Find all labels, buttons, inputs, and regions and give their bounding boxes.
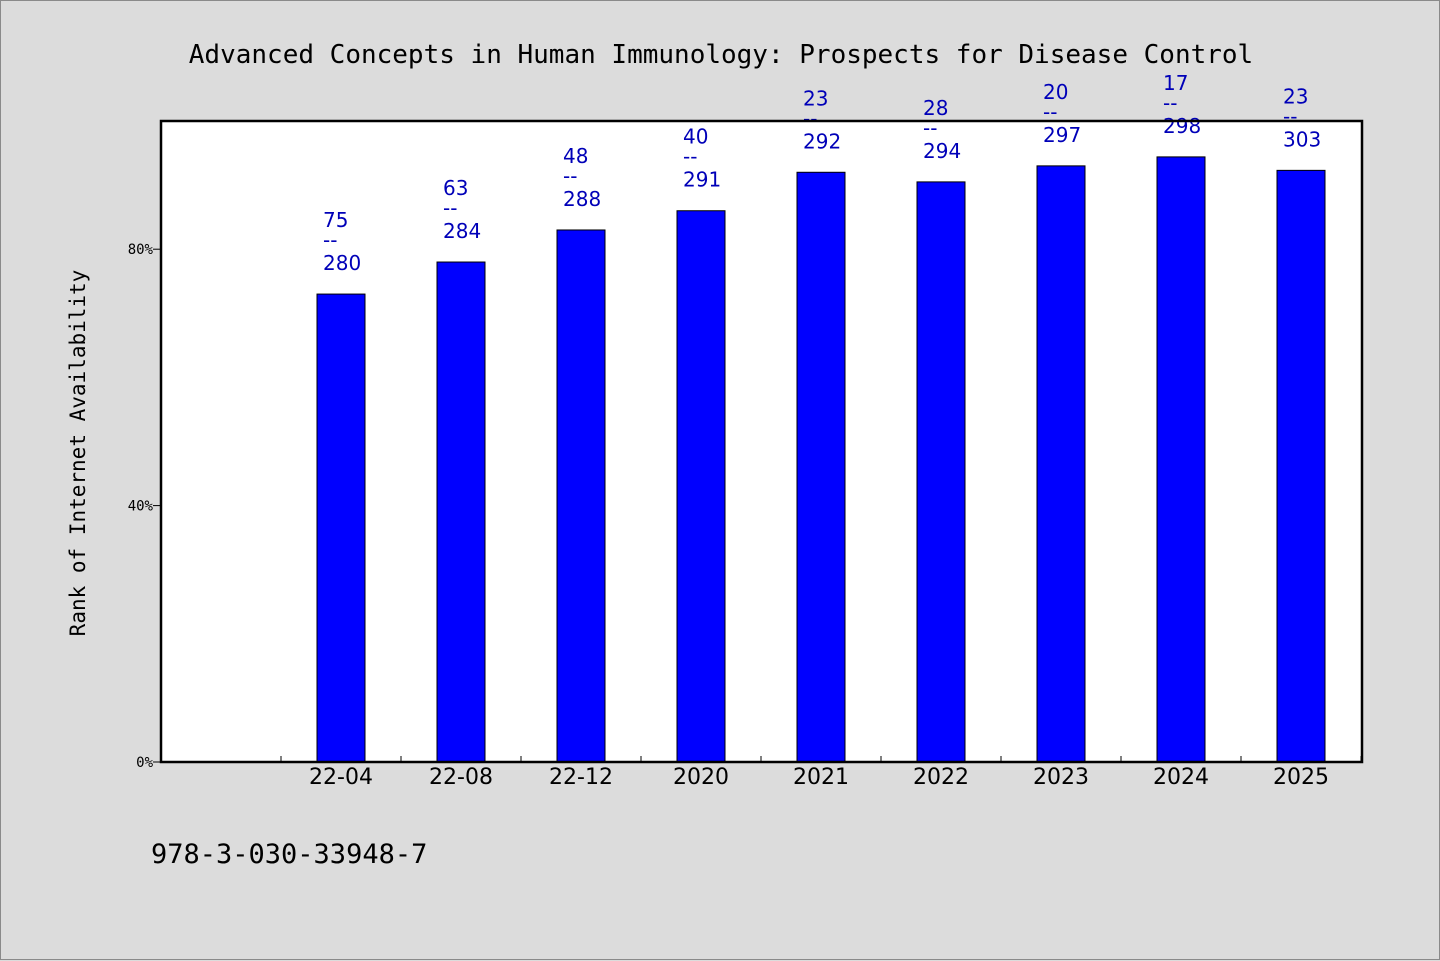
x-tick-label: 22-04	[309, 765, 373, 790]
data-label-bottom: 297	[1043, 123, 1081, 147]
bar-22-12	[556, 229, 606, 763]
data-label-bottom: 280	[323, 251, 361, 275]
data-label-top: 63	[443, 176, 468, 200]
bar-22-04	[316, 293, 366, 763]
data-label-separator: --	[443, 196, 457, 220]
bar-2023	[1036, 165, 1086, 763]
isbn-footer: 978-3-030-33948-7	[151, 839, 427, 870]
bar-2025	[1276, 169, 1326, 763]
data-label-bottom: 291	[683, 168, 721, 192]
bars-layer	[316, 156, 1326, 763]
bar-2024	[1156, 156, 1206, 763]
data-label-top: 48	[563, 144, 588, 168]
x-tick-label: 22-12	[549, 765, 613, 790]
data-label-bottom: 288	[563, 187, 601, 211]
x-tick-label: 2023	[1033, 765, 1089, 790]
data-label-top: 28	[923, 96, 948, 120]
data-label-bottom: 303	[1283, 127, 1321, 151]
data-label-top: 23	[803, 86, 828, 110]
bar-22-08	[436, 261, 486, 763]
x-tick-label: 22-08	[429, 765, 493, 790]
chart-title: Advanced Concepts in Human Immunology: P…	[189, 40, 1253, 70]
data-label-separator: --	[323, 228, 337, 252]
x-tick-label: 2024	[1153, 765, 1209, 790]
x-axis: 22-04 22-08 22-12 2020 2021 2022 2023 2024 2025	[280, 756, 1362, 790]
y-tick-label: 40%	[128, 499, 154, 515]
y-tick-label: 80%	[128, 242, 154, 258]
bar-2021	[796, 171, 846, 763]
x-tick-label: 2025	[1273, 765, 1329, 790]
data-label-separator: --	[1043, 100, 1057, 124]
y-tick-label: 0%	[136, 755, 153, 771]
data-label-top: 75	[323, 208, 348, 232]
x-tick-label: 2022	[913, 765, 969, 790]
y-axis-label: Rank of Internet Availability	[66, 270, 90, 637]
data-label-top: 40	[683, 125, 708, 149]
data-label-bottom: 284	[443, 219, 481, 243]
data-label-top: 23	[1283, 84, 1308, 108]
plot-frame	[159, 119, 1364, 764]
data-label-separator: --	[923, 116, 937, 140]
bar-2022	[916, 181, 966, 763]
data-label-bottom: 294	[923, 139, 961, 163]
x-tick-label: 2021	[793, 765, 849, 790]
data-label-separator: --	[803, 106, 817, 130]
data-label-bottom: 298	[1163, 114, 1201, 138]
data-label-separator: --	[683, 145, 697, 169]
data-label-top: 20	[1043, 80, 1068, 104]
bar-2020	[676, 210, 726, 763]
y-axis: 0% 40% 80%	[128, 242, 161, 771]
data-label-bottom: 292	[803, 129, 841, 153]
data-label-separator: --	[1163, 91, 1177, 115]
data-labels-layer: 75--28063--28448--28840--29123--29228--2…	[323, 71, 1321, 275]
data-label-top: 17	[1163, 71, 1188, 95]
data-label-separator: --	[563, 164, 577, 188]
x-tick-label: 2020	[673, 765, 729, 790]
data-label-separator: --	[1283, 104, 1297, 128]
